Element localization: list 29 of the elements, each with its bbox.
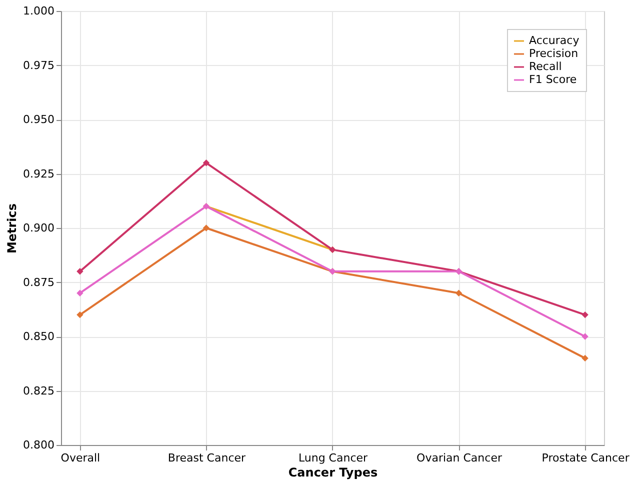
point [76, 290, 84, 296]
y-tick-label: 0.975 [23, 58, 54, 72]
y-tick-label: 0.950 [23, 113, 54, 126]
x-axis-title: Cancer Types [288, 466, 378, 480]
legend-label: Accuracy [529, 34, 580, 47]
x-tick-label: Overall [60, 452, 100, 464]
x-tick-label: Lung Cancer [298, 452, 368, 464]
x-tick-label: Prostate Cancer [542, 452, 630, 464]
y-tick-label: 0.925 [23, 167, 54, 180]
point [582, 311, 588, 318]
y-tick-label: 0.900 [23, 222, 54, 234]
point [202, 160, 210, 166]
point [455, 290, 462, 296]
point [202, 224, 210, 232]
y-tick-label: 0.800 [23, 438, 54, 452]
y-tick-label: 0.825 [23, 384, 54, 398]
legend-label: Recall [529, 60, 562, 73]
legend-label: F1 Score [529, 73, 577, 86]
y-tick-label: 0.875 [23, 276, 54, 289]
point [582, 333, 588, 340]
point [582, 354, 588, 362]
y-tick-label: 1.000 [23, 4, 54, 18]
x-tick-label: Ovarian Cancer [416, 452, 502, 464]
point [76, 311, 84, 318]
x-tick-label: Breast Cancer [168, 452, 246, 464]
legend-label: Precision [529, 47, 578, 60]
y-tick-label: 0.850 [23, 330, 54, 343]
y-axis-title: Metrics [5, 203, 20, 254]
point [76, 268, 84, 275]
